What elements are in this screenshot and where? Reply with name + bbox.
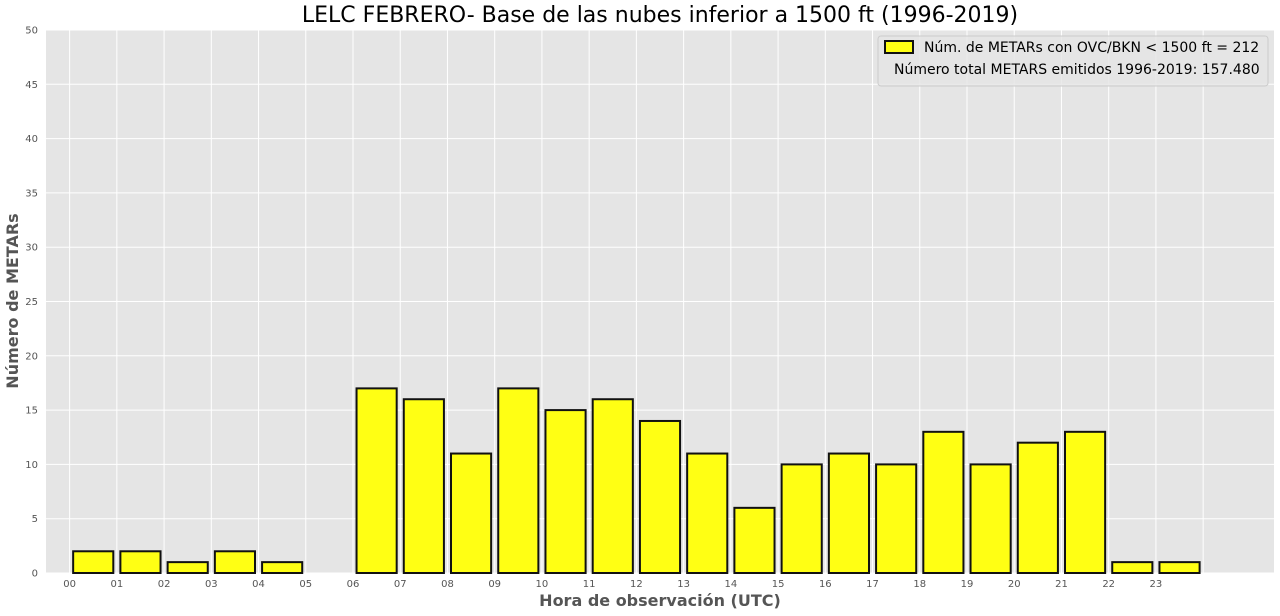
legend-swatch (884, 40, 914, 54)
y-tick-label: 0 (32, 569, 38, 580)
y-tick-label: 35 (25, 188, 38, 199)
legend-entry: Núm. de METARs con OVC/BKN < 1500 ft = 2… (924, 40, 1259, 56)
bar-04 (261, 561, 304, 575)
y-tick-label: 40 (25, 134, 38, 145)
bar-06 (355, 387, 398, 574)
x-tick-label: 14 (724, 579, 737, 590)
x-tick-label: 03 (205, 579, 218, 590)
y-tick-label: 10 (25, 460, 38, 471)
x-tick-label: 04 (252, 579, 265, 590)
y-tick-label: 20 (25, 351, 38, 362)
y-axis-label: Número de METARs (3, 213, 22, 388)
legend-box (877, 35, 1269, 87)
bar-10 (544, 409, 587, 574)
bar-03 (213, 550, 256, 575)
bar-07 (402, 398, 445, 574)
bar-17 (875, 463, 918, 574)
bar-12 (638, 419, 682, 574)
bar-19 (969, 463, 1012, 574)
x-tick-label: 20 (1008, 579, 1021, 590)
chart-title: LELC FEBRERO- Base de las nubes inferior… (302, 3, 1018, 28)
x-tick-label: 12 (630, 579, 643, 590)
bar-21 (1064, 430, 1107, 574)
y-axis-ticks: 0 5 10 15 20 25 30 35 40 45 50 (25, 26, 38, 580)
x-tick-label: 19 (961, 579, 974, 590)
x-tick-label: 18 (913, 579, 926, 590)
x-axis-ticks: 00 01 02 03 04 05 06 07 08 09 10 11 12 13 14 15 16 17 18 19… (63, 579, 1162, 590)
x-tick-label: 06 (347, 579, 360, 590)
bar-23 (1158, 561, 1201, 575)
x-tick-label: 05 (299, 579, 312, 590)
bar-00 (72, 550, 115, 575)
bar-15 (780, 463, 823, 574)
bar-22 (1111, 561, 1154, 575)
y-tick-label: 25 (25, 297, 38, 308)
x-tick-label: 00 (63, 579, 76, 590)
gridlines (46, 29, 1274, 574)
bars (72, 387, 1201, 575)
y-tick-label: 50 (25, 26, 38, 37)
y-tick-label: 15 (25, 406, 38, 417)
x-tick-label: 01 (110, 579, 123, 590)
bar-11 (591, 398, 634, 574)
x-tick-label: 17 (866, 579, 879, 590)
legend-note: Número total METARS emitidos 1996-2019: … (894, 62, 1260, 78)
bar-08 (450, 452, 493, 575)
x-tick-label: 10 (536, 579, 549, 590)
x-tick-label: 22 (1102, 579, 1115, 590)
x-tick-label: 16 (819, 579, 832, 590)
bar-16 (827, 452, 870, 575)
x-tick-label: 21 (1055, 579, 1068, 590)
x-tick-label: 09 (488, 579, 501, 590)
legend: Núm. de METARs con OVC/BKN < 1500 ft = 2… (877, 35, 1269, 87)
bar-13 (686, 452, 729, 575)
bar-01 (119, 550, 162, 575)
bar-18 (922, 430, 965, 574)
bar-20 (1016, 441, 1059, 574)
bar-02 (166, 561, 209, 575)
x-tick-label: 15 (772, 579, 785, 590)
x-tick-label: 11 (583, 579, 596, 590)
y-tick-label: 5 (32, 514, 38, 525)
y-tick-label: 30 (25, 243, 38, 254)
x-tick-label: 07 (394, 579, 407, 590)
bar-14 (733, 506, 776, 574)
x-axis-label: Hora de observación (UTC) (539, 591, 781, 610)
x-tick-label: 02 (158, 579, 171, 590)
y-tick-label: 45 (25, 80, 38, 91)
x-tick-label: 08 (441, 579, 454, 590)
x-tick-label: 13 (677, 579, 690, 590)
x-tick-label: 23 (1150, 579, 1163, 590)
bar-09 (497, 387, 540, 574)
